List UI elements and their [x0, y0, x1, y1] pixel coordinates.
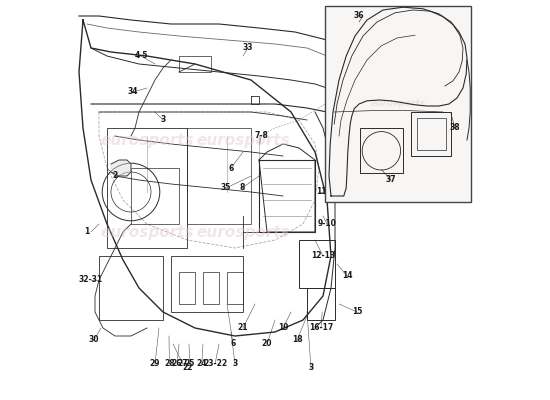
Text: 32-31: 32-31	[79, 276, 103, 284]
Bar	[179, 56, 211, 72]
Text: 26: 26	[172, 360, 182, 368]
Text: 38: 38	[450, 124, 460, 132]
Text: 12-13: 12-13	[311, 252, 335, 260]
Text: 33: 33	[243, 44, 253, 52]
Text: 3: 3	[232, 360, 238, 368]
Bar	[307, 288, 335, 320]
Text: eurosports: eurosports	[370, 100, 426, 108]
Text: 35: 35	[221, 184, 232, 192]
Bar	[187, 128, 251, 224]
Text: 29: 29	[150, 360, 160, 368]
Bar	[99, 256, 163, 320]
Bar	[325, 6, 471, 202]
Bar	[171, 256, 243, 312]
Text: 11: 11	[317, 188, 327, 196]
Text: eurosports: eurosports	[100, 132, 194, 148]
Text: 19: 19	[278, 324, 288, 332]
Text: 6: 6	[228, 164, 234, 172]
Text: 22: 22	[183, 364, 193, 372]
Text: 24: 24	[196, 360, 207, 368]
Text: 23-22: 23-22	[203, 360, 227, 368]
Text: 16-17: 16-17	[309, 324, 333, 332]
Text: 3: 3	[309, 364, 313, 372]
Text: 18: 18	[292, 336, 302, 344]
Bar	[107, 128, 187, 248]
Text: 6: 6	[230, 340, 235, 348]
Text: 2: 2	[112, 172, 118, 180]
Bar	[360, 128, 403, 173]
Text: 8: 8	[239, 184, 245, 192]
Bar	[259, 160, 315, 232]
Text: 3: 3	[161, 116, 166, 124]
Text: 14: 14	[342, 272, 352, 280]
Bar	[411, 112, 451, 156]
Text: 36: 36	[354, 12, 364, 20]
Text: 27: 27	[178, 360, 188, 368]
Text: 20: 20	[262, 340, 272, 348]
Text: 37: 37	[386, 176, 397, 184]
Text: 34: 34	[128, 88, 138, 96]
Polygon shape	[111, 160, 131, 176]
Bar	[203, 272, 219, 304]
Text: 1: 1	[84, 228, 90, 236]
Text: 28: 28	[164, 360, 175, 368]
Text: 15: 15	[352, 308, 362, 316]
Bar	[179, 272, 195, 304]
Text: 9-10: 9-10	[317, 220, 337, 228]
Text: 25: 25	[185, 360, 195, 368]
Text: eurosports: eurosports	[196, 224, 290, 240]
Text: 21: 21	[238, 324, 248, 332]
Bar	[299, 240, 335, 288]
Bar	[131, 168, 179, 224]
Bar	[227, 272, 243, 304]
Text: 4-5: 4-5	[134, 52, 148, 60]
Text: 7-8: 7-8	[254, 132, 268, 140]
Text: 30: 30	[89, 336, 100, 344]
Text: eurosports: eurosports	[100, 224, 194, 240]
Text: eurosports: eurosports	[196, 132, 290, 148]
Bar	[417, 118, 446, 150]
